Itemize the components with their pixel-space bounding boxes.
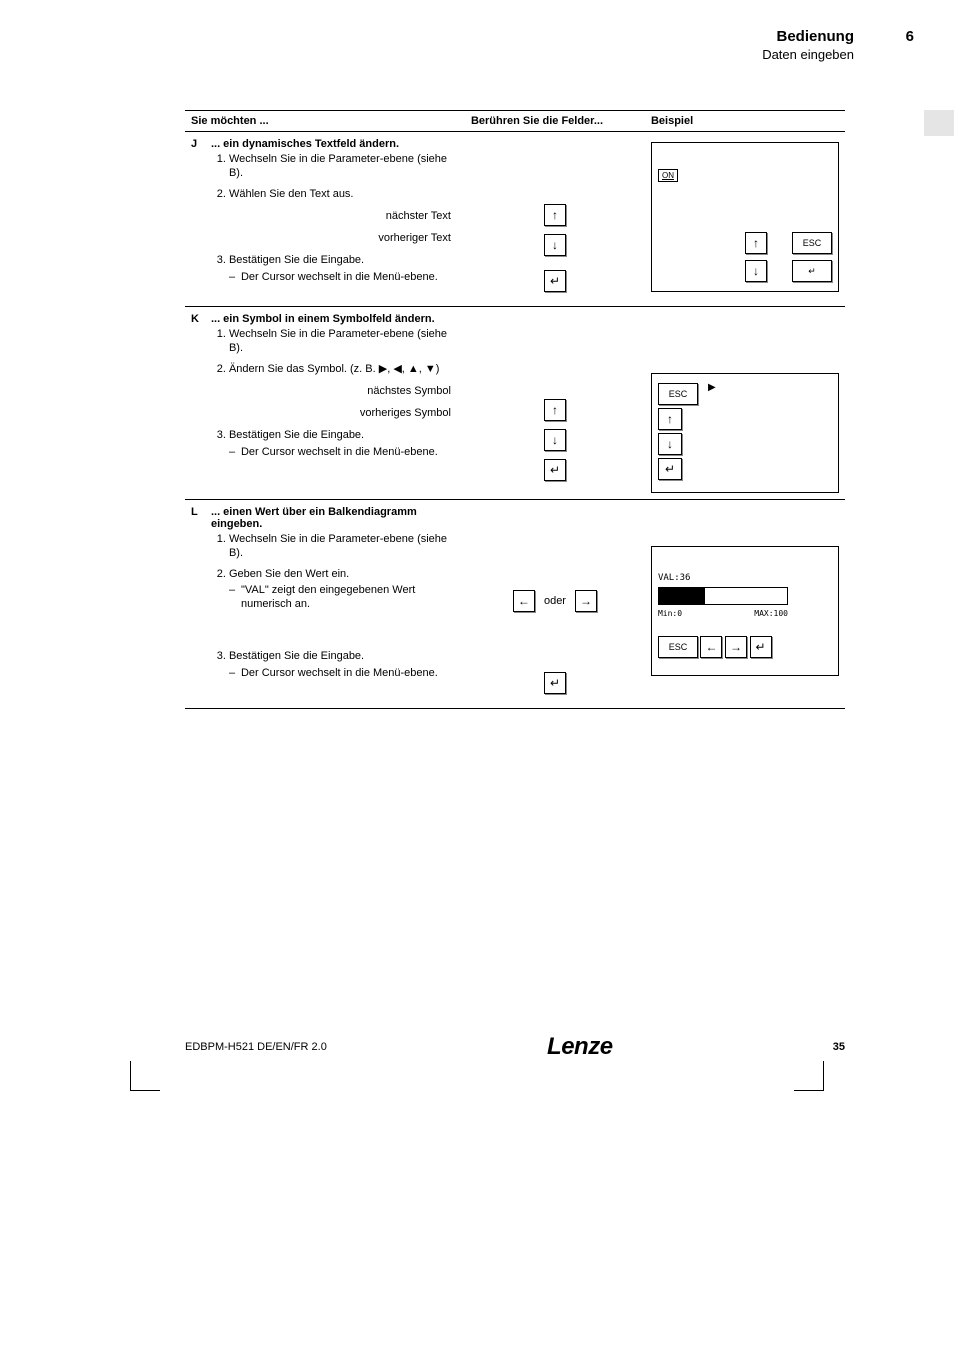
- row-j-step2-text: Wählen Sie den Text aus.: [229, 188, 354, 200]
- row-j-step3-text: Bestätigen Sie die Eingabe.: [229, 254, 364, 266]
- down-arrow-button[interactable]: ↓: [544, 234, 566, 256]
- row-k-step3: Bestätigen Sie die Eingabe. Der Cursor w…: [229, 428, 459, 459]
- enter-button[interactable]: ↵: [544, 270, 566, 292]
- page-number: 35: [833, 1041, 845, 1053]
- col-header-touch: Berühren Sie die Felder...: [465, 111, 645, 132]
- header-title: Bedienung: [762, 28, 854, 45]
- row-l-step2: Geben Sie den Wert ein. "VAL" zeigt den …: [229, 567, 459, 612]
- row-l-step3-text: Bestätigen Sie die Eingabe.: [229, 650, 364, 662]
- row-j-step3: Bestätigen Sie die Eingabe. Der Cursor w…: [229, 253, 459, 284]
- row-k-step1: Wechseln Sie in die Parameter-ebene (sie…: [229, 327, 459, 356]
- table-row-k: K ... ein Symbol in einem Symbolfeld änd…: [185, 307, 845, 500]
- left-arrow-button[interactable]: ←: [513, 590, 535, 612]
- instruction-table: Sie möchten ... Berühren Sie die Felder.…: [185, 110, 845, 709]
- brand-logo: Lenze: [547, 1033, 613, 1061]
- page-footer: EDBPM-H521 DE/EN/FR 2.0 Lenze 35: [185, 1033, 845, 1061]
- example-j-display: ON ↑ ESC ↓ ↵: [651, 142, 839, 292]
- ex-enter-button[interactable]: ↵: [658, 458, 682, 480]
- min-label: Min:0: [658, 609, 682, 618]
- table-row-j: J ... ein dynamisches Textfeld ändern. W…: [185, 132, 845, 307]
- row-k-touch: ↑ ↓ ↵: [465, 307, 645, 500]
- bar-chart: [658, 587, 788, 605]
- ex-esc-button[interactable]: ESC: [658, 636, 698, 658]
- row-l-title: ... einen Wert über ein Balkendiagramm e…: [211, 506, 459, 530]
- header-subtitle: Daten eingeben: [762, 47, 854, 62]
- row-j-step1: Wechseln Sie in die Parameter-ebene (sie…: [229, 152, 459, 181]
- col-header-want: Sie möchten ...: [185, 111, 465, 132]
- enter-button[interactable]: ↵: [544, 459, 566, 481]
- row-j-step2: Wählen Sie den Text aus. nächster Text v…: [229, 187, 459, 246]
- right-arrow-button[interactable]: →: [575, 590, 597, 612]
- ex-esc-button[interactable]: ESC: [658, 383, 698, 405]
- ex-esc-button[interactable]: ESC: [792, 232, 832, 254]
- row-j-title: ... ein dynamisches Textfeld ändern.: [211, 138, 459, 150]
- row-l-step3-sub: Der Cursor wechselt in die Menü-ebene.: [229, 666, 459, 680]
- ex-left-button[interactable]: ←: [700, 636, 722, 658]
- row-k-step2-text: Ändern Sie das Symbol. (z. B. ▶, ◀, ▲, ▼…: [229, 363, 439, 375]
- row-l-touch: ← oder → ↵: [465, 500, 645, 709]
- row-l-step2-sub: "VAL" zeigt den eingegebenen Wert numeri…: [229, 583, 459, 612]
- row-k-step3-sub: Der Cursor wechselt in die Menü-ebene.: [229, 445, 459, 459]
- ex-down-button[interactable]: ↓: [658, 433, 682, 455]
- val-label: VAL:36: [658, 573, 832, 583]
- row-j-desc: ... ein dynamisches Textfeld ändern. Wec…: [205, 132, 465, 307]
- example-l-display: VAL:36 Min:0 MAX:100 ESC ← →: [651, 546, 839, 676]
- ex-down-button[interactable]: ↓: [745, 260, 767, 282]
- row-letter: K: [185, 307, 205, 500]
- max-label: MAX:100: [754, 609, 788, 618]
- side-tab: [924, 110, 954, 136]
- prev-symbol-label: vorheriges Symbol: [229, 406, 459, 420]
- page-header: Bedienung Daten eingeben: [762, 28, 854, 62]
- row-k-title: ... ein Symbol in einem Symbolfeld änder…: [211, 313, 459, 325]
- example-k-display: ▶ ESC ↑ ↓ ↵: [651, 373, 839, 493]
- col-header-example: Beispiel: [645, 111, 845, 132]
- table-row-l: L ... einen Wert über ein Balkendiagramm…: [185, 500, 845, 709]
- ex-enter-button[interactable]: ↵: [750, 636, 772, 658]
- crop-mark-bl: [130, 1061, 160, 1091]
- doc-id: EDBPM-H521 DE/EN/FR 2.0: [185, 1041, 327, 1053]
- row-l-step1: Wechseln Sie in die Parameter-ebene (sie…: [229, 532, 459, 561]
- row-l-example: VAL:36 Min:0 MAX:100 ESC ← →: [645, 500, 845, 709]
- ex-right-button[interactable]: →: [725, 636, 747, 658]
- row-l-desc: ... einen Wert über ein Balkendiagramm e…: [205, 500, 465, 709]
- up-arrow-button[interactable]: ↑: [544, 399, 566, 421]
- enter-button[interactable]: ↵: [544, 672, 566, 694]
- row-k-desc: ... ein Symbol in einem Symbolfeld änder…: [205, 307, 465, 500]
- row-j-example: ON ↑ ESC ↓ ↵: [645, 132, 845, 307]
- chapter-number: 6: [906, 28, 914, 45]
- row-j-touch: ↑ ↓ ↵: [465, 132, 645, 307]
- page: Bedienung Daten eingeben 6 Sie möchten .…: [0, 0, 954, 1351]
- ex-up-button[interactable]: ↑: [745, 232, 767, 254]
- next-text-label: nächster Text: [229, 209, 459, 223]
- row-l-step3: Bestätigen Sie die Eingabe. Der Cursor w…: [229, 649, 459, 680]
- row-k-step2: Ändern Sie das Symbol. (z. B. ▶, ◀, ▲, ▼…: [229, 362, 459, 421]
- row-letter: L: [185, 500, 205, 709]
- up-arrow-button[interactable]: ↑: [544, 204, 566, 226]
- row-letter: J: [185, 132, 205, 307]
- row-l-step2-text: Geben Sie den Wert ein.: [229, 568, 349, 580]
- ex-enter-button[interactable]: ↵: [792, 260, 832, 282]
- oder-label: oder: [544, 595, 566, 607]
- content-area: Sie möchten ... Berühren Sie die Felder.…: [185, 110, 845, 709]
- triangle-right-icon: ▶: [708, 382, 716, 393]
- prev-text-label: vorheriger Text: [229, 231, 459, 245]
- example-on-field: ON: [658, 169, 678, 182]
- row-j-step3-sub: Der Cursor wechselt in die Menü-ebene.: [229, 270, 459, 284]
- bar-fill: [659, 588, 705, 604]
- next-symbol-label: nächstes Symbol: [229, 384, 459, 398]
- crop-mark-br: [794, 1061, 824, 1091]
- row-k-step3-text: Bestätigen Sie die Eingabe.: [229, 429, 364, 441]
- ex-up-button[interactable]: ↑: [658, 408, 682, 430]
- row-k-example: ▶ ESC ↑ ↓ ↵: [645, 307, 845, 500]
- down-arrow-button[interactable]: ↓: [544, 429, 566, 451]
